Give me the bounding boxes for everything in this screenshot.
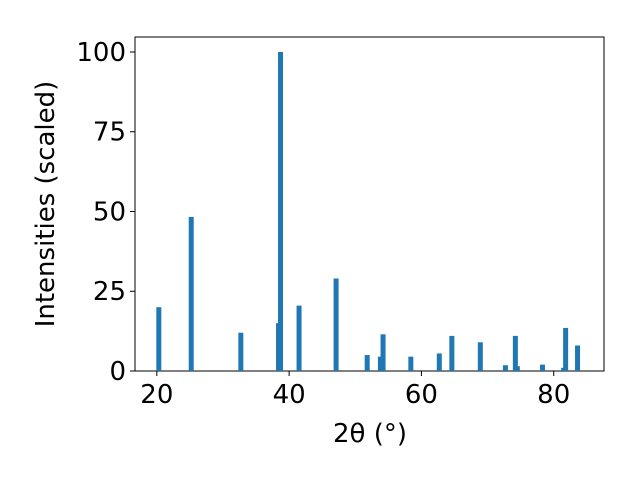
bar — [575, 345, 581, 371]
x-axis-label: 2θ (°) — [333, 419, 407, 449]
y-tick-label: 75 — [93, 118, 126, 148]
bar — [477, 342, 483, 371]
x-tick-label: 20 — [140, 380, 173, 410]
x-tick-label: 60 — [405, 380, 438, 410]
plot-frame — [134, 36, 605, 372]
y-tick-label: 0 — [109, 357, 126, 387]
bar — [512, 335, 518, 371]
bar — [539, 364, 545, 371]
bar — [296, 305, 302, 371]
x-tick-label: 80 — [537, 380, 570, 410]
bar — [563, 327, 569, 371]
bar — [377, 356, 383, 371]
bar — [449, 335, 455, 371]
y-tick-label: 50 — [93, 197, 126, 227]
bar — [188, 216, 194, 371]
bar — [238, 332, 244, 371]
bar — [380, 334, 386, 371]
y-tick-label: 100 — [76, 38, 126, 68]
bar — [156, 307, 162, 371]
bar — [408, 356, 414, 371]
x-tick-label: 40 — [273, 380, 306, 410]
y-tick-label: 25 — [93, 277, 126, 307]
bar — [502, 365, 508, 371]
bar — [436, 353, 442, 371]
bar — [364, 355, 370, 371]
y-axis-label: Intensities (scaled) — [31, 81, 61, 328]
bar — [333, 278, 339, 371]
bar — [514, 366, 520, 371]
bar — [278, 51, 284, 371]
